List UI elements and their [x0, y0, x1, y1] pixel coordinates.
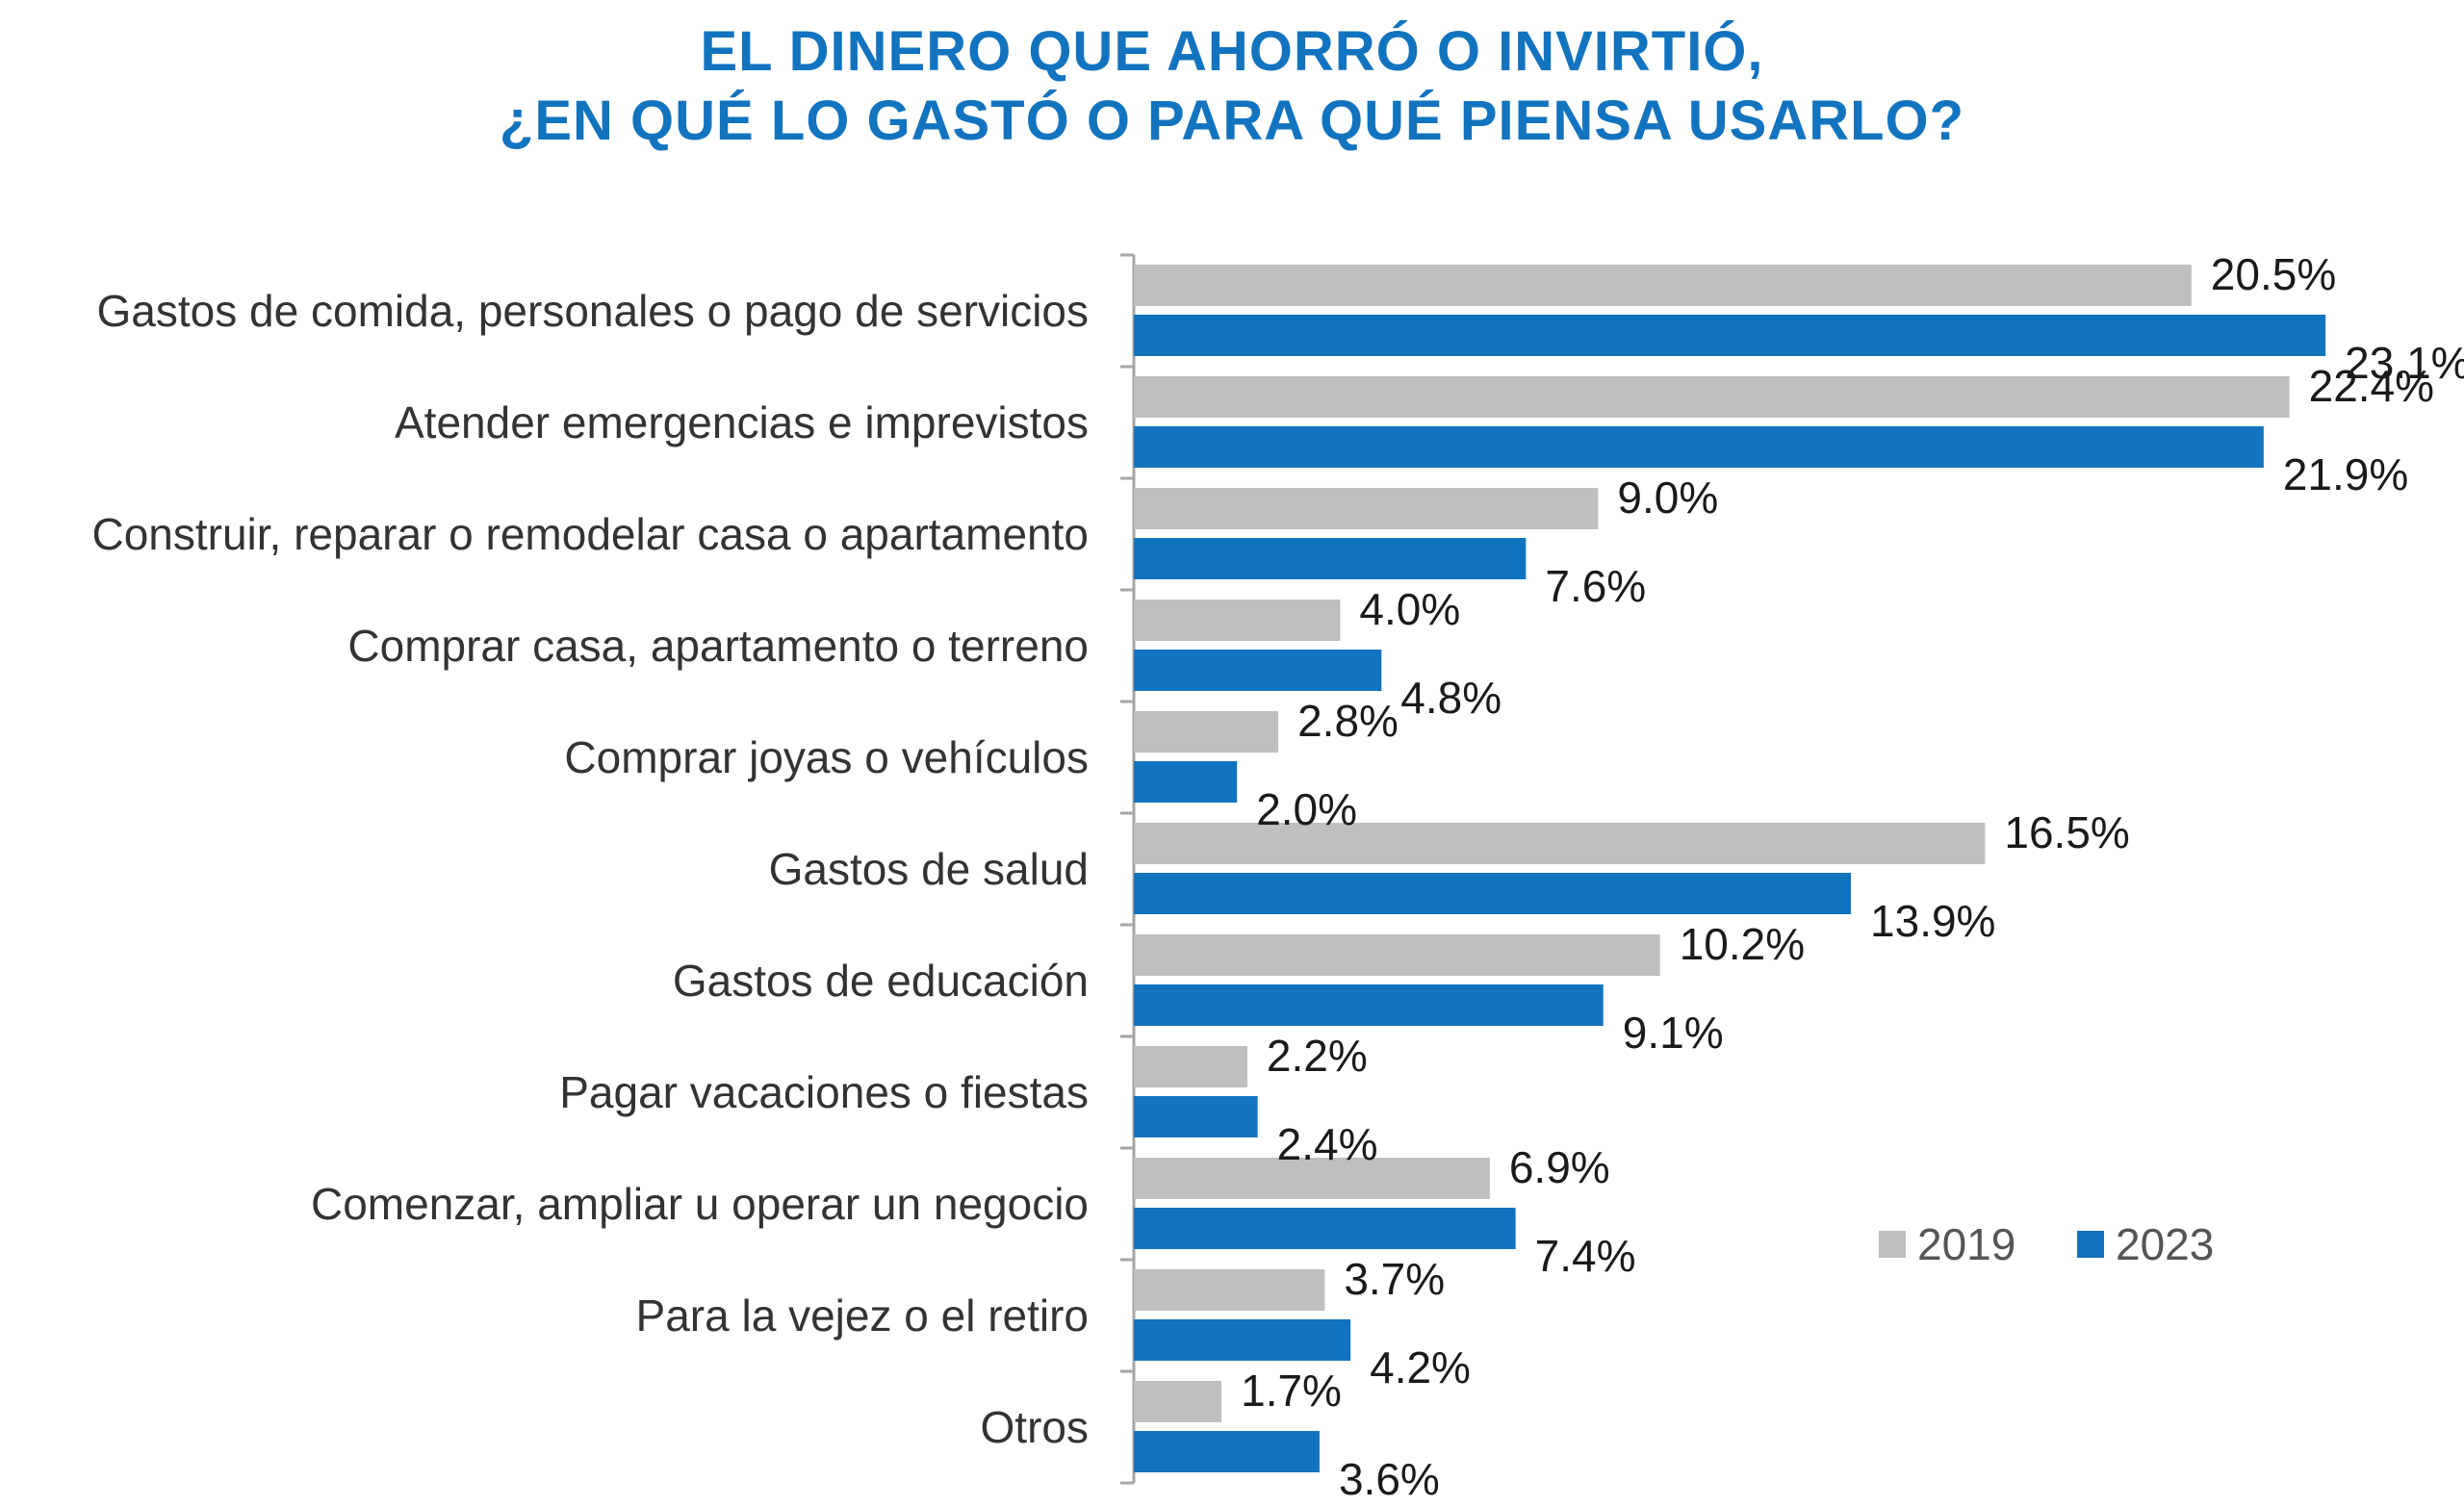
bar-2023-2	[1134, 538, 1527, 579]
chart-title: EL DINERO QUE AHORRÓ O INVIRTIÓ, ¿EN QUÉ…	[0, 17, 2464, 156]
data-label-2023: 13.9%	[1870, 896, 1995, 946]
bar-2019-7	[1134, 1046, 1247, 1087]
data-label-2019: 10.2%	[1680, 919, 1805, 969]
category-label: Para la vejez o el retiro	[636, 1290, 1089, 1341]
data-label-2023: 9.1%	[1623, 1008, 1724, 1058]
data-label-2023: 4.2%	[1370, 1342, 1471, 1392]
bar-2023-3	[1134, 650, 1382, 691]
data-label-2019: 20.5%	[2211, 249, 2336, 299]
chart-axis	[1120, 253, 1136, 1485]
data-label-2023: 23.1%	[2345, 338, 2464, 388]
category-label: Comprar casa, apartamento o terreno	[347, 621, 1089, 671]
data-label-2023: 3.6%	[1339, 1454, 1440, 1504]
bar-2023-6	[1134, 984, 1604, 1026]
data-label-2023: 2.4%	[1277, 1119, 1378, 1169]
category-label: Atender emergencias e imprevistos	[395, 397, 1089, 447]
category-label: Construir, reparar o remodelar casa o ap…	[91, 509, 1089, 559]
bar-2023-9	[1134, 1319, 1351, 1361]
bar-2019-9	[1134, 1269, 1325, 1311]
data-label-2023: 4.8%	[1400, 673, 1502, 723]
bar-2019-4	[1134, 711, 1279, 753]
bar-2019-0	[1134, 265, 2192, 306]
legend-label-2019: 2019	[1917, 1219, 2015, 1269]
data-label-2019: 3.7%	[1344, 1254, 1445, 1304]
data-label-2019: 1.7%	[1241, 1366, 1342, 1416]
bar-2023-5	[1134, 873, 1852, 914]
data-label-2023: 7.4%	[1535, 1231, 1636, 1281]
chart-title-line-1: EL DINERO QUE AHORRÓ O INVIRTIÓ,	[700, 20, 1764, 83]
category-label: Otros	[981, 1402, 1089, 1452]
data-label-2023: 2.0%	[1256, 784, 1357, 834]
bar-2019-10	[1134, 1381, 1222, 1422]
bar-2023-8	[1134, 1208, 1516, 1249]
bar-2023-10	[1134, 1431, 1320, 1472]
data-label-2019: 22.4%	[2309, 361, 2434, 411]
data-label-2023: 21.9%	[2283, 449, 2408, 499]
data-label-2019: 16.5%	[2004, 807, 2129, 857]
chart-bars	[1134, 265, 2326, 1472]
bar-2023-4	[1134, 761, 1238, 803]
bar-2023-7	[1134, 1096, 1258, 1137]
data-label-2019: 2.2%	[1267, 1031, 1368, 1081]
category-label: Gastos de comida, personales o pago de s…	[97, 286, 1089, 336]
chart-legend: 2019 2023	[1879, 1219, 2214, 1269]
category-label: Gastos de educación	[673, 956, 1089, 1006]
bar-2023-0	[1134, 315, 2326, 356]
bar-2019-2	[1134, 488, 1599, 529]
category-label: Comenzar, ampliar u operar un negocio	[311, 1179, 1089, 1229]
chart-title-line-2: ¿EN QUÉ LO GASTÓ O PARA QUÉ PIENSA USARL…	[499, 89, 1965, 152]
category-label: Comprar joyas o vehículos	[564, 732, 1089, 782]
data-label-2019: 9.0%	[1617, 473, 1718, 523]
category-label: Gastos de salud	[769, 844, 1089, 894]
data-label-2019: 6.9%	[1509, 1142, 1610, 1192]
bar-2019-6	[1134, 934, 1660, 976]
category-label: Pagar vacaciones o fiestas	[559, 1067, 1089, 1117]
legend-swatch-2023	[2077, 1231, 2104, 1258]
legend-swatch-2019	[1879, 1231, 1906, 1258]
bar-2019-8	[1134, 1158, 1490, 1199]
bar-2023-1	[1134, 426, 2264, 468]
bar-2019-1	[1134, 376, 2290, 418]
bar-2019-5	[1134, 823, 1986, 864]
data-label-2019: 4.0%	[1359, 584, 1460, 634]
data-label-2019: 2.8%	[1297, 696, 1399, 746]
chart-labels: Gastos de comida, personales o pago de s…	[91, 249, 2464, 1504]
data-label-2023: 7.6%	[1545, 561, 1646, 611]
bar-2019-3	[1134, 600, 1341, 641]
legend-label-2023: 2023	[2116, 1219, 2214, 1269]
